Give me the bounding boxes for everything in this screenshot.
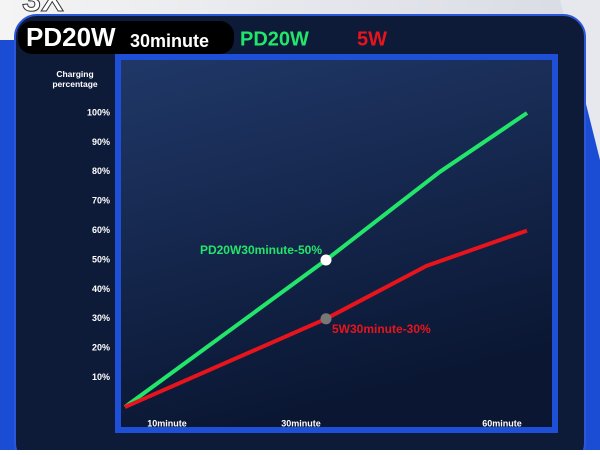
annotation: PD20W30minute-50%	[200, 243, 322, 257]
series-line	[124, 228, 528, 409]
x-tick-label: 10minute	[147, 418, 187, 428]
annotation: 5W30minute-30%	[332, 322, 431, 336]
y-tick-label: 90%	[92, 137, 110, 147]
y-axis-label: Charging percentage	[52, 69, 98, 89]
legend-entry: 5W	[357, 28, 387, 50]
title: PD20W	[26, 22, 116, 52]
badge: 3X	[22, 0, 64, 19]
annotation-dot	[320, 313, 332, 325]
plot-area	[115, 54, 558, 433]
legend-entry: PD20W	[240, 28, 309, 50]
title-suffix: 30minute	[130, 31, 209, 51]
y-tick-label: 60%	[92, 225, 110, 235]
annotation-dot	[320, 254, 332, 266]
series-line	[123, 111, 529, 409]
y-tick-label: 40%	[92, 284, 110, 294]
y-tick-label: 10%	[92, 372, 110, 382]
y-tick-label: 100%	[87, 107, 110, 117]
x-tick-label: 30minute	[281, 418, 321, 428]
y-tick-label: 80%	[92, 166, 110, 176]
y-tick-label: 70%	[92, 196, 110, 206]
y-tick-label: 30%	[92, 313, 110, 323]
y-tick-label: 20%	[92, 343, 110, 353]
title-pill	[18, 21, 234, 54]
y-tick-label: 50%	[92, 254, 110, 264]
x-tick-label: 60minute	[482, 418, 522, 428]
